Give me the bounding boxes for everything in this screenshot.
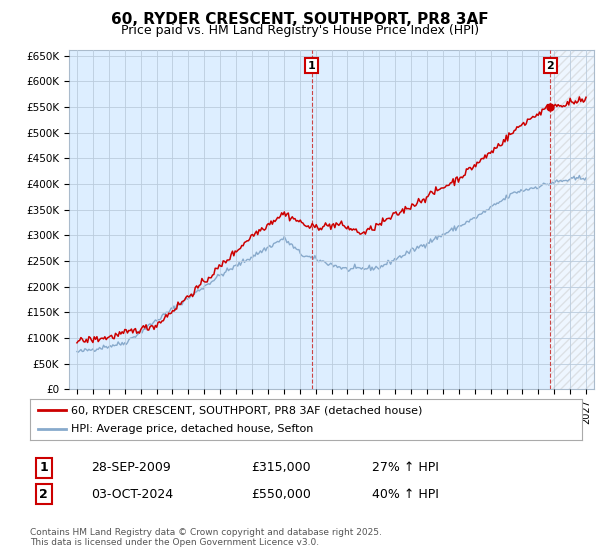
Text: 03-OCT-2024: 03-OCT-2024: [91, 488, 173, 501]
Text: £315,000: £315,000: [251, 461, 310, 474]
Text: 27% ↑ HPI: 27% ↑ HPI: [372, 461, 439, 474]
Text: 40% ↑ HPI: 40% ↑ HPI: [372, 488, 439, 501]
Text: HPI: Average price, detached house, Sefton: HPI: Average price, detached house, Seft…: [71, 424, 314, 433]
Text: Contains HM Land Registry data © Crown copyright and database right 2025.
This d: Contains HM Land Registry data © Crown c…: [30, 528, 382, 547]
Text: 28-SEP-2009: 28-SEP-2009: [91, 461, 170, 474]
Text: 1: 1: [308, 60, 316, 71]
Text: 60, RYDER CRESCENT, SOUTHPORT, PR8 3AF (detached house): 60, RYDER CRESCENT, SOUTHPORT, PR8 3AF (…: [71, 405, 423, 415]
Bar: [550, 50, 594, 389]
Text: 1: 1: [40, 461, 48, 474]
Text: 2: 2: [40, 488, 48, 501]
Text: £550,000: £550,000: [251, 488, 311, 501]
Text: 60, RYDER CRESCENT, SOUTHPORT, PR8 3AF: 60, RYDER CRESCENT, SOUTHPORT, PR8 3AF: [111, 12, 489, 27]
Text: 2: 2: [547, 60, 554, 71]
Text: Price paid vs. HM Land Registry's House Price Index (HPI): Price paid vs. HM Land Registry's House …: [121, 24, 479, 36]
